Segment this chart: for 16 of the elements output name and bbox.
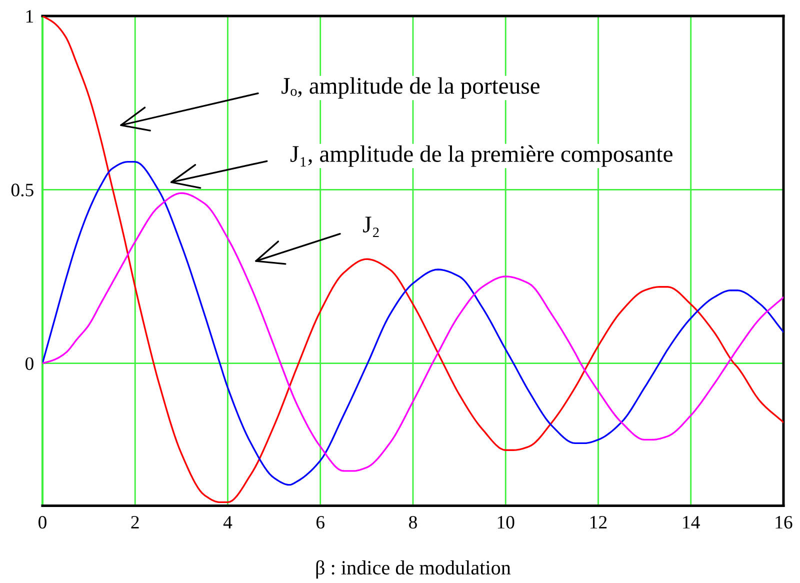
annotation: Jₒ, amplitude de la porteuse [282,77,540,99]
x-tick-label: 16 [776,516,792,529]
x-tick-label: 2 [131,516,139,528]
x-tick-label: 6 [316,516,324,529]
x-tick-label: 10 [498,516,514,529]
x-tick-label: 8 [409,516,417,529]
y-tick-label: 0.5 [11,184,34,196]
x-tick-label: 0 [38,516,46,529]
x-tick-label: 14 [683,516,700,528]
x-tick-label: 12 [590,516,607,528]
y-tick-label: 0 [25,357,34,370]
x-axis-title: β : indice de modulation [316,560,511,579]
y-tick-label: 1 [26,10,34,22]
x-tick-label: 4 [223,516,232,528]
annotation: J₁, amplitude de la première composante [290,145,672,167]
annotation: J₂ [363,216,379,238]
